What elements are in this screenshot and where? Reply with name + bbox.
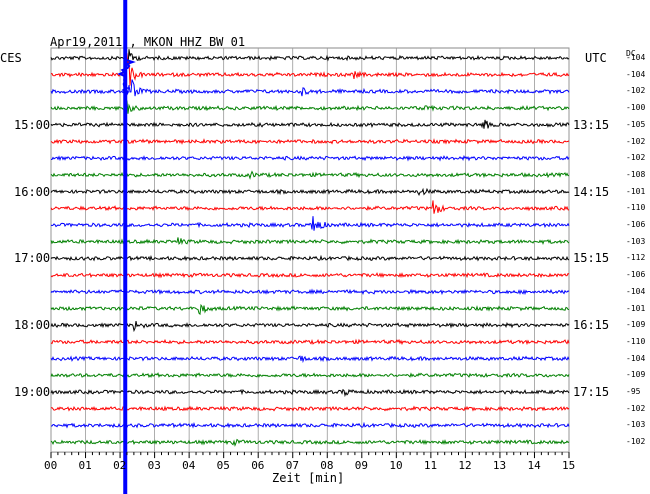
trace-line — [50, 79, 570, 97]
trace-line — [50, 438, 570, 447]
dc-value: -109 — [626, 370, 646, 380]
trace-line — [51, 421, 570, 429]
trace-line — [50, 53, 570, 86]
main-quake-band — [123, 0, 128, 494]
dc-value: -112 — [626, 253, 646, 263]
x-tick-label: 11 — [423, 459, 438, 473]
dc-value: -102 — [626, 403, 646, 413]
trace-line — [50, 388, 570, 398]
x-tick-label: 15 — [562, 459, 576, 473]
main-quake-coda — [117, 59, 136, 109]
x-axis-ticks — [50, 452, 570, 459]
x-tick-label: 06 — [251, 459, 265, 473]
dc-value: -104 — [626, 53, 646, 62]
trace-line — [50, 155, 570, 162]
trace-line — [50, 138, 570, 145]
trace-line — [50, 119, 570, 129]
dc-value: -103 — [626, 236, 646, 246]
dc-value: -104 — [626, 353, 646, 363]
x-tick-label: 04 — [182, 459, 196, 473]
x-tick-label: 05 — [216, 459, 230, 473]
trace-line — [50, 303, 570, 316]
x-axis-label: Zeit [min] — [272, 471, 345, 485]
right-time-label: 13:15 — [573, 117, 610, 132]
dc-value: -101 — [626, 303, 646, 313]
dc-value: -105 — [626, 119, 646, 129]
trace-line — [50, 355, 570, 364]
trace-line — [50, 216, 570, 231]
trace-line — [50, 254, 570, 262]
right-time-label: 17:15 — [573, 385, 610, 399]
trace-line — [50, 338, 570, 346]
dc-value: -100 — [626, 103, 646, 113]
trace-line — [50, 288, 570, 296]
plot-grid — [50, 47, 570, 453]
dc-value: -110 — [626, 203, 646, 213]
left-time-label: 18:00 — [14, 318, 51, 333]
x-tick-label: 14 — [527, 459, 541, 473]
right-time-label: 16:15 — [573, 318, 610, 333]
trace-line — [50, 372, 570, 379]
x-tick-label: 03 — [147, 459, 161, 473]
chart-title: Apr19,2011 , MKON HHZ BW 01 — [50, 35, 246, 49]
dc-header-label: DC — [626, 49, 636, 58]
right-timezone-label: UTC — [585, 51, 607, 65]
trace-line — [50, 187, 570, 196]
dc-value: -103 — [626, 420, 646, 430]
x-tick-label: 01 — [78, 459, 92, 473]
trace-line — [50, 170, 570, 180]
dc-value: -109 — [626, 320, 646, 330]
dc-value: -95 — [626, 387, 641, 396]
right-time-label: 15:15 — [573, 251, 610, 266]
x-tick-label: 13 — [492, 459, 507, 473]
dc-value: -108 — [626, 169, 646, 179]
dc-value: -101 — [626, 186, 646, 196]
dc-value: -106 — [626, 270, 646, 280]
trace-line — [50, 405, 570, 412]
dc-value: -104 — [626, 69, 646, 79]
x-tick-label: 00 — [44, 459, 58, 473]
left-time-label: 17:00 — [14, 251, 51, 266]
trace-line — [50, 100, 570, 114]
left-time-label: 15:00 — [14, 117, 51, 132]
dc-value: -110 — [626, 336, 646, 346]
x-tick-label: 08 — [320, 459, 334, 473]
seismogram-traces — [50, 49, 570, 447]
dc-value: -102 — [626, 86, 646, 96]
dc-value: -102 — [626, 437, 646, 447]
x-tick-label: 07 — [285, 459, 299, 473]
left-time-label: 19:00 — [14, 385, 51, 399]
right-time-label: 14:15 — [573, 184, 610, 199]
trace-line — [50, 200, 570, 214]
dc-value: -106 — [626, 220, 646, 229]
trace-line — [50, 321, 570, 333]
dc-value: -104 — [626, 286, 646, 296]
x-tick-label: 02 — [113, 459, 127, 473]
trace-line — [50, 237, 570, 246]
dc-value: -102 — [626, 153, 646, 163]
left-time-label: 16:00 — [14, 184, 51, 199]
trace-line — [50, 272, 570, 279]
main-earthquake-signal — [117, 0, 136, 494]
x-tick-label: 09 — [354, 459, 369, 473]
x-tick-label: 12 — [458, 459, 472, 473]
x-tick-label: 10 — [389, 459, 403, 473]
left-timezone-label: CES — [0, 51, 22, 65]
trace-line — [50, 49, 570, 67]
dc-value: -102 — [626, 136, 646, 146]
